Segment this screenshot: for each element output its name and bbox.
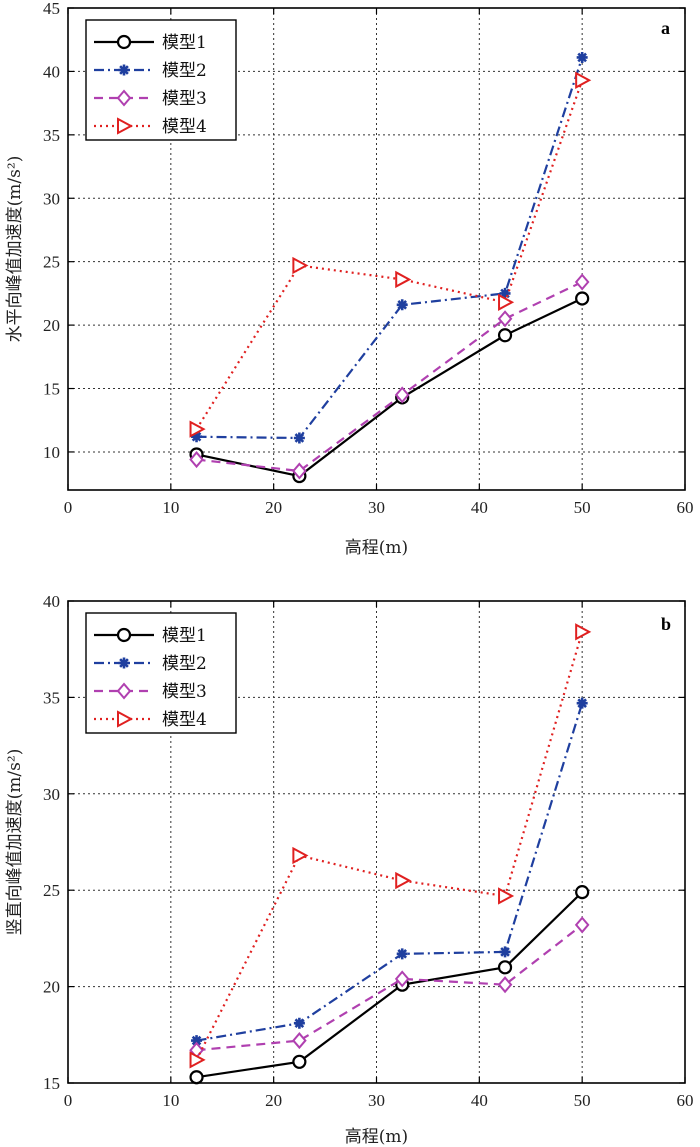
data-point-4: [189, 1051, 206, 1069]
x-axis-title: 高程(m): [345, 538, 408, 558]
y-tick-label: 25: [43, 881, 60, 900]
data-point-1: [497, 960, 513, 975]
data-point-4: [292, 256, 309, 275]
y-tick-label: 10: [43, 443, 60, 462]
x-tick-label: 60: [677, 498, 694, 517]
x-axis-title: 高程(m): [345, 1127, 408, 1147]
data-point-2: [191, 1035, 203, 1047]
x-tick-label: 40: [471, 498, 488, 517]
series-line-4: [195, 79, 584, 430]
x-tick-label: 40: [471, 1091, 488, 1110]
data-point-3: [497, 976, 513, 994]
series-line-1: [196, 891, 583, 1079]
data-point-3: [292, 462, 307, 480]
data-point-2: [499, 946, 511, 958]
data-point-4: [395, 270, 412, 289]
series-line-2: [196, 57, 584, 440]
series-line-2: [196, 702, 584, 1042]
data-point-2: [576, 51, 588, 63]
legend-marker-1: [116, 627, 132, 643]
x-tick-label: 30: [368, 1091, 385, 1110]
x-tick-label: 20: [265, 1091, 282, 1110]
data-point-3: [574, 273, 590, 291]
panel-b: 0 10 20 30 40 50 60 15 20 25 30 35 40 高程(m) 竖直向峰值加速度(m…: [5, 592, 694, 1147]
y-tick-label: 20: [43, 316, 60, 335]
data-point-2: [499, 287, 511, 299]
data-point-3: [189, 451, 204, 469]
x-tick-label: 50: [574, 1091, 591, 1110]
data-point-3: [574, 916, 590, 934]
x-tick-label: 10: [162, 498, 179, 517]
data-point-4: [498, 293, 515, 311]
panel-a: 0 10 20 30 40 50 60 10 15 20 25 30 35 40 45 高程(m) 水平向峰值加…: [5, 0, 694, 558]
legend-label-2: 模型2: [162, 654, 207, 674]
series-line-3: [196, 280, 583, 473]
legend-box: [85, 612, 237, 734]
y-tick-label: 45: [43, 0, 60, 18]
y-tick-label: 15: [43, 380, 60, 399]
legend-label-2: 模型2: [162, 61, 207, 81]
y-tick-label: 30: [43, 189, 60, 208]
data-point-4: [498, 887, 515, 905]
x-tick-label: 60: [677, 1091, 694, 1110]
data-point-4: [395, 871, 412, 890]
data-point-4: [292, 846, 309, 865]
y-tick-label: 20: [43, 978, 60, 997]
data-point-1: [292, 1054, 307, 1069]
legend-marker-4: [117, 710, 134, 728]
y-axis-title: 水平向峰值加速度(m/s²): [5, 156, 25, 343]
data-point-3: [292, 1032, 307, 1050]
data-point-1: [575, 291, 590, 306]
data-point-1: [497, 328, 513, 343]
legend-label-4: 模型4: [162, 710, 207, 730]
legend-label-1: 模型1: [162, 626, 207, 646]
x-tick-label: 0: [64, 498, 73, 517]
x-tick-label: 50: [574, 498, 591, 517]
legend-label-3: 模型3: [162, 682, 207, 702]
y-tick-label: 15: [43, 1074, 60, 1093]
data-point-2: [191, 431, 203, 443]
x-tick-label: 30: [368, 498, 385, 517]
y-tick-label: 30: [43, 785, 60, 804]
data-point-4: [189, 420, 206, 438]
legend-marker-3: [116, 682, 132, 700]
data-point-1: [189, 1070, 204, 1085]
panel-label: a: [661, 18, 670, 38]
y-tick-label: 25: [43, 253, 60, 272]
x-tick-label: 20: [265, 498, 282, 517]
y-tick-label: 35: [43, 126, 60, 145]
y-tick-label: 35: [43, 688, 60, 707]
legend-box: [85, 19, 237, 141]
legend-label-4: 模型4: [162, 117, 207, 137]
data-point-1: [575, 885, 590, 900]
data-point-3: [394, 386, 410, 404]
legend-marker-2: [118, 657, 130, 669]
legend-marker-1: [116, 34, 132, 50]
legend-label-3: 模型3: [162, 89, 207, 109]
x-tick-label: 0: [64, 1091, 73, 1110]
legend-marker-4: [117, 117, 134, 135]
y-tick-label: 40: [43, 62, 60, 81]
legend-label-1: 模型1: [162, 33, 207, 53]
legend-marker-3: [116, 89, 132, 107]
x-tick-label: 10: [162, 1091, 179, 1110]
series-line-3: [196, 924, 583, 1052]
legend-marker-2: [118, 64, 130, 76]
data-point-3: [497, 310, 513, 328]
data-point-4: [575, 71, 592, 89]
data-point-3: [394, 970, 410, 988]
y-tick-label: 40: [43, 592, 60, 611]
data-point-2: [396, 948, 408, 960]
data-point-2: [576, 697, 588, 709]
data-point-2: [293, 432, 305, 444]
panel-label: b: [661, 614, 671, 634]
data-point-4: [575, 623, 592, 641]
data-point-2: [293, 1017, 305, 1029]
data-point-2: [396, 299, 408, 311]
y-axis-title: 竖直向峰值加速度(m/s²): [5, 749, 25, 936]
